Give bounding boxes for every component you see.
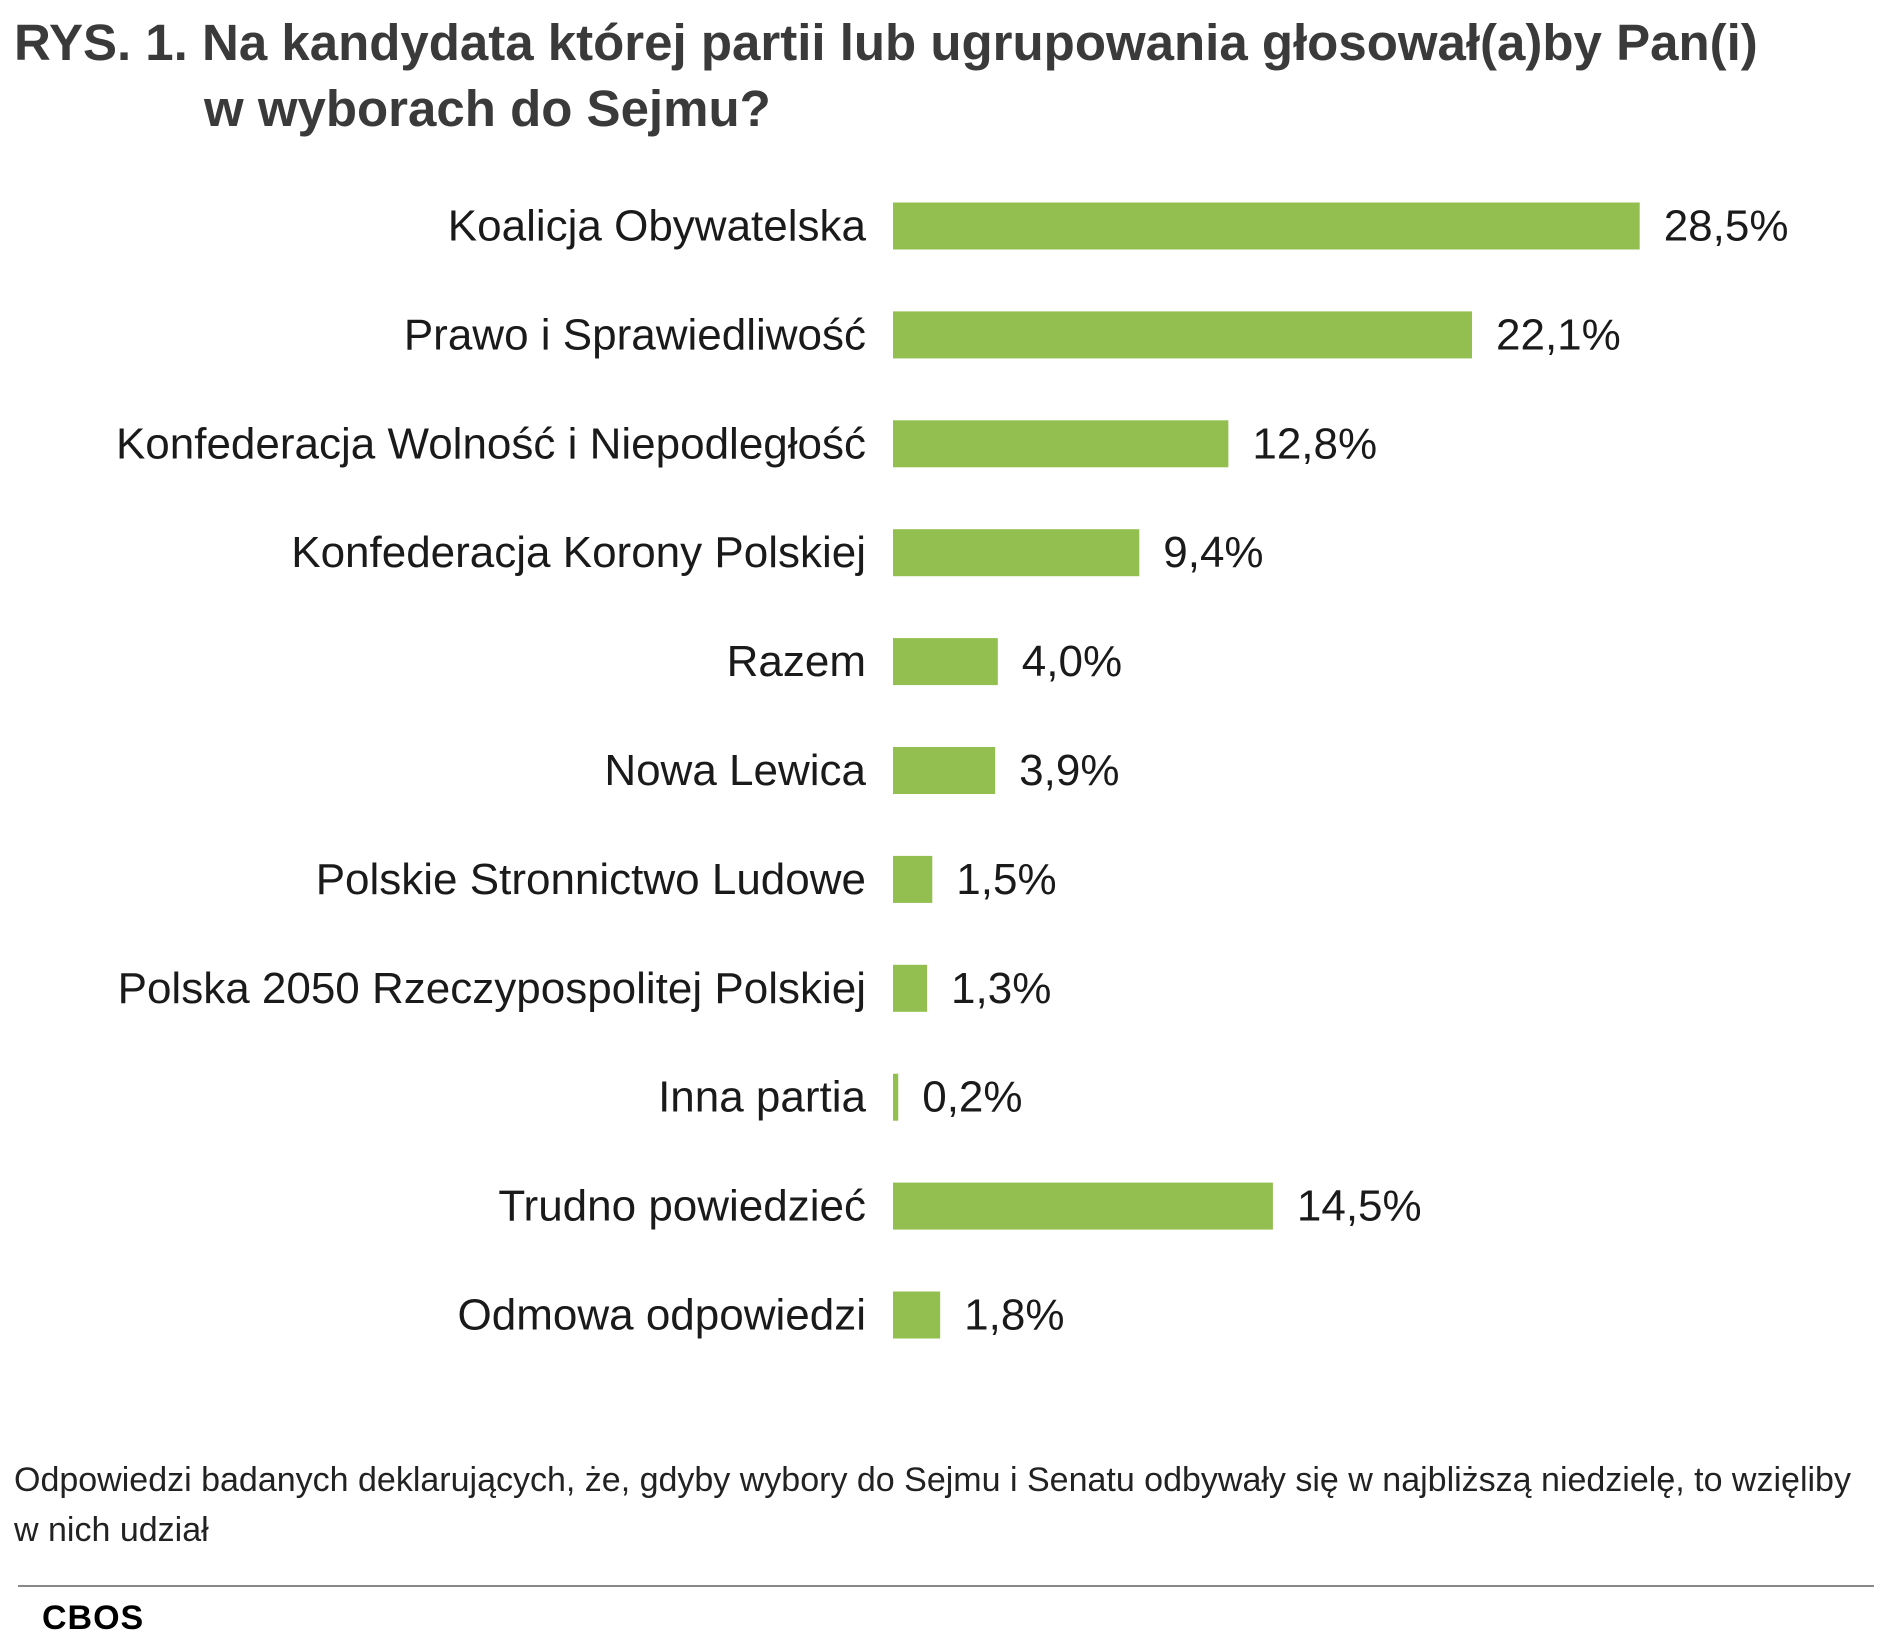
bar xyxy=(893,1291,941,1339)
category-label: Konfederacja Korony Polskiej xyxy=(291,528,866,577)
footer-divider xyxy=(18,1585,1874,1587)
category-label: Inna partia xyxy=(658,1073,866,1122)
bar xyxy=(893,638,998,686)
bar xyxy=(893,747,996,794)
category-label: Razem xyxy=(727,637,866,686)
value-label: 14,5% xyxy=(1297,1182,1422,1231)
value-label: 1,5% xyxy=(956,855,1056,904)
category-label: Polskie Stronnictwo Ludowe xyxy=(316,855,866,904)
category-label: Nowa Lewica xyxy=(604,746,866,795)
category-label: Trudno powiedzieć xyxy=(498,1182,866,1231)
bar-chart: Koalicja Obywatelska 28,5% Prawo i Sprawie… xyxy=(116,202,1789,1340)
value-label: 1,8% xyxy=(964,1291,1064,1340)
category-label: Konfederacja Wolność i Niepodległość xyxy=(116,419,866,468)
source-logo: CBOS xyxy=(42,1599,145,1637)
chart-title-line-2: w wyborach do Sejmu? xyxy=(204,80,771,137)
chart-title-line-1: RYS. 1. Na kandydata której partii lub u… xyxy=(14,14,1758,71)
bar xyxy=(893,964,928,1012)
value-label: 12,8% xyxy=(1252,419,1377,468)
value-label: 3,9% xyxy=(1019,746,1119,795)
category-label: Polska 2050 Rzeczypospolitej Polskiej xyxy=(118,964,866,1013)
value-label: 9,4% xyxy=(1163,528,1263,577)
chart-title: RYS. 1. Na kandydata której partii lub u… xyxy=(14,10,1864,142)
value-label: 4,0% xyxy=(1022,637,1122,686)
category-label: Odmowa odpowiedzi xyxy=(458,1291,866,1340)
bar xyxy=(893,529,1140,577)
category-label: Koalicja Obywatelska xyxy=(448,202,867,251)
bar xyxy=(893,1073,899,1121)
value-label: 1,3% xyxy=(951,964,1051,1013)
bar xyxy=(893,1182,1273,1230)
chart-note: Odpowiedzi badanych deklarujących, że, g… xyxy=(14,1461,1851,1549)
bar xyxy=(893,202,1640,250)
bar xyxy=(893,311,1473,359)
bar xyxy=(893,855,933,903)
value-label: 22,1% xyxy=(1496,310,1621,359)
bars-group: Koalicja Obywatelska 28,5% Prawo i Sprawie… xyxy=(116,202,1789,1340)
value-label: 28,5% xyxy=(1664,202,1789,251)
category-label: Prawo i Sprawiedliwość xyxy=(404,310,866,359)
value-label: 0,2% xyxy=(922,1073,1022,1122)
bar xyxy=(893,420,1229,468)
